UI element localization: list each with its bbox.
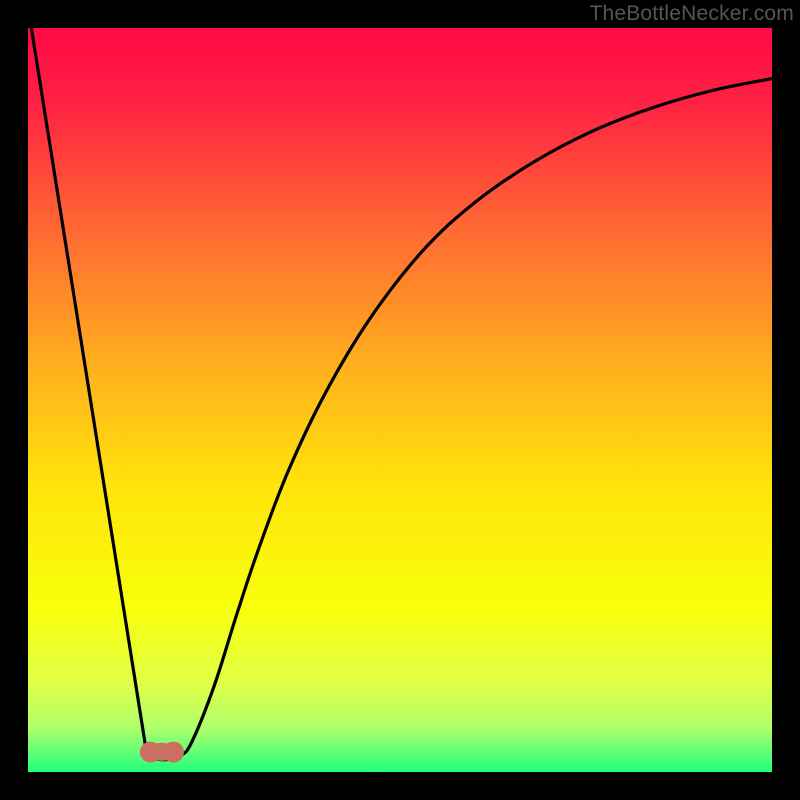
chart-container: [0, 0, 800, 800]
watermark-text: TheBottleNecker.com: [587, 0, 800, 28]
chart-background: [28, 28, 772, 772]
chart-frame: TheBottleNecker.com: [0, 0, 800, 800]
bottleneck-chart: [0, 0, 800, 800]
bottleneck-marker: [140, 742, 184, 763]
